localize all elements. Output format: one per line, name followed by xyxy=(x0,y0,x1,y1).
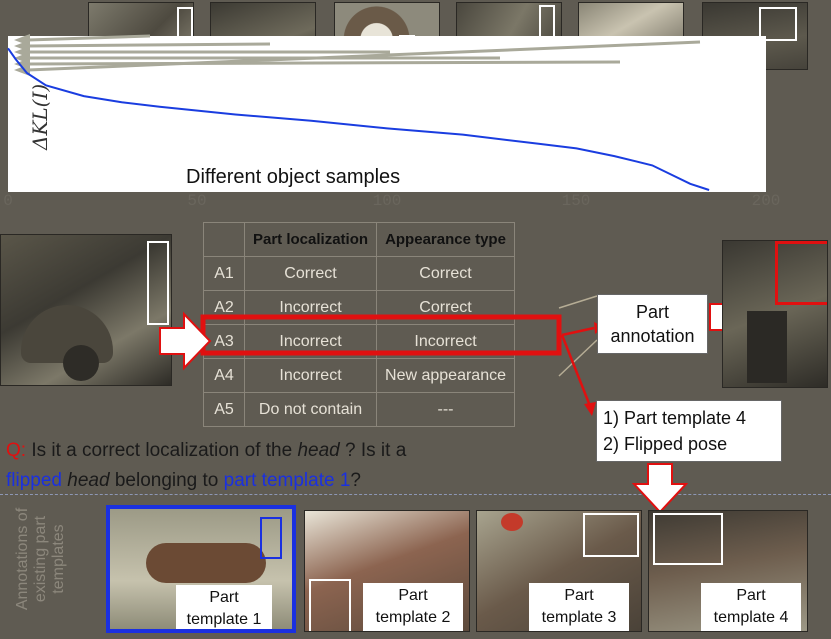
side-label: Annotations of existing part templates xyxy=(14,507,67,611)
down-arrow xyxy=(632,463,688,514)
x-tick-0: 0 xyxy=(3,192,13,210)
cell: Correct xyxy=(243,256,378,291)
query-image xyxy=(0,234,172,386)
template-label-4: Part template 4 xyxy=(701,583,801,631)
cell: --- xyxy=(376,392,515,427)
row-id: A5 xyxy=(203,392,245,427)
right-arrow-1 xyxy=(159,311,212,371)
template-label-2: Part template 2 xyxy=(363,583,463,631)
sample-arrow xyxy=(27,60,621,66)
x-tick-200: 200 xyxy=(751,192,781,210)
row-id: A4 xyxy=(203,358,245,393)
annotated-image xyxy=(722,240,828,388)
connector-line xyxy=(558,295,598,309)
result-line-1: 1) Part template 4 xyxy=(603,408,747,428)
table-header-cell: Appearance type xyxy=(376,222,515,257)
template-label-1: Part template 1 xyxy=(176,585,272,629)
result-box: 1) Part template 4 2) Flipped pose xyxy=(596,400,782,462)
red-arrow-to-result xyxy=(560,334,592,407)
chart-arrows xyxy=(14,34,701,76)
sample-arrow xyxy=(27,34,151,42)
template-image-4[interactable]: Part template 4 xyxy=(648,510,808,632)
template-image-2[interactable]: Part template 2 xyxy=(304,510,470,632)
chart-ylabel: ΔKL(I) xyxy=(28,83,52,150)
x-tick-100: 100 xyxy=(372,192,402,210)
template-image-1[interactable]: Part template 1 xyxy=(106,505,296,633)
x-tick-150: 150 xyxy=(561,192,591,210)
template-image-3[interactable]: Part template 3 xyxy=(476,510,642,632)
cell: Incorrect xyxy=(243,324,378,359)
question-q: Q: xyxy=(6,440,27,461)
cell: Correct xyxy=(376,256,515,291)
result-line-2: 2) Flipped pose xyxy=(603,434,728,454)
connector-line xyxy=(558,339,598,377)
part-annotation-box: Part annotation xyxy=(597,294,708,354)
x-tick-50: 50 xyxy=(187,192,207,210)
template-label-3: Part template 3 xyxy=(529,583,629,631)
row-id: A1 xyxy=(203,256,245,291)
kl-curve xyxy=(7,47,710,191)
table-row: A1 Correct Correct xyxy=(203,256,515,291)
table-header-row: Part localization Appearance type xyxy=(203,222,515,257)
sample-arrow xyxy=(27,42,271,48)
red-arrow-to-annotation xyxy=(561,326,595,337)
section-divider xyxy=(0,494,831,495)
cell: Do not contain xyxy=(243,392,378,427)
sample-arrow xyxy=(27,40,701,72)
selected-row-highlight xyxy=(200,314,562,356)
kl-chart xyxy=(7,34,710,191)
question-text: Q: Is it a correct localization of the h… xyxy=(6,440,407,491)
table-row: A5 Do not contain --- xyxy=(203,392,515,427)
part-annotation-label: Part annotation xyxy=(610,302,695,346)
table-header-cell: Part localization xyxy=(243,222,378,257)
chart-xlabel: Different object samples xyxy=(186,166,401,188)
